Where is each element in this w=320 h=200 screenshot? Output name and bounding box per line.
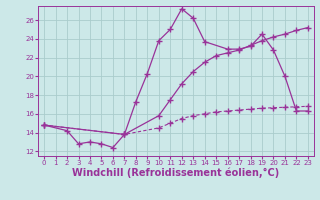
X-axis label: Windchill (Refroidissement éolien,°C): Windchill (Refroidissement éolien,°C) (72, 168, 280, 178)
